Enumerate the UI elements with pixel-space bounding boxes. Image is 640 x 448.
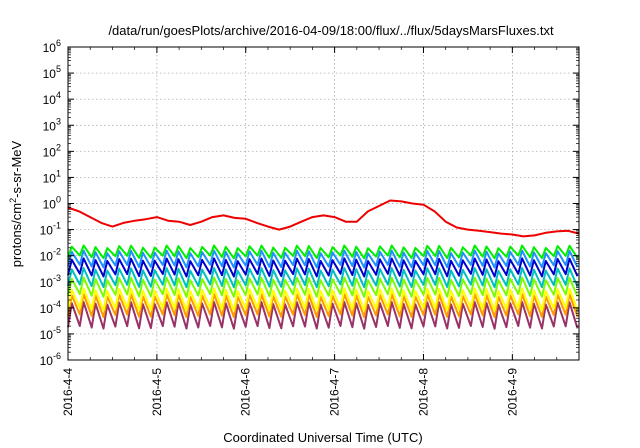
data-series bbox=[67, 199, 580, 330]
flux-series-line bbox=[67, 257, 579, 278]
flux-series-line bbox=[67, 301, 579, 330]
x-tick-label: 2016-4-9 bbox=[505, 368, 519, 416]
flux-series-line bbox=[67, 267, 579, 289]
flux-series-line bbox=[67, 244, 579, 260]
y-tick-label: 10-1 bbox=[40, 221, 61, 238]
x-tick-label: 2016-4-4 bbox=[61, 368, 75, 416]
y-tick-label: 10-5 bbox=[40, 325, 61, 342]
y-tick-label: 101 bbox=[43, 168, 61, 185]
y-tick-label: 100 bbox=[43, 195, 61, 212]
y-axis: 10-6 10-5 10-4 10-3 10-2 10-1 100 101 102 103 104 1… bbox=[40, 38, 579, 368]
y-tick-label: 10-4 bbox=[40, 299, 61, 316]
y-tick-label: 106 bbox=[43, 38, 61, 55]
y-axis-label: protons/cm2-s-sr-MeV bbox=[8, 140, 24, 267]
x-axis-label: Coordinated Universal Time (UTC) bbox=[223, 430, 422, 445]
y-tick-label: 102 bbox=[43, 142, 61, 159]
y-tick-label: 10-3 bbox=[40, 273, 61, 290]
y-tick-label: 10-6 bbox=[40, 351, 61, 368]
y-tick-label: 103 bbox=[43, 116, 61, 133]
x-tick-label: 2016-4-6 bbox=[239, 368, 253, 416]
flux-series-line bbox=[67, 276, 579, 298]
x-axis: 2016-4-4 2016-4-5 2016-4-6 2016-4-7 2016-4-8… bbox=[61, 47, 580, 416]
flux-series-line bbox=[67, 249, 579, 269]
x-tick-label: 2016-4-7 bbox=[328, 368, 342, 416]
flux-series-line bbox=[67, 293, 579, 319]
flux-series-line bbox=[67, 287, 579, 312]
x-tick-label: 2016-4-5 bbox=[150, 368, 164, 416]
x-tick-label: 2016-4-8 bbox=[416, 368, 430, 416]
y-tick-label: 104 bbox=[43, 90, 61, 107]
y-tick-label: 105 bbox=[43, 64, 61, 81]
y-tick-label: 10-2 bbox=[40, 247, 61, 264]
flux-series-line-main bbox=[67, 199, 580, 238]
chart-title: /data/run/goesPlots/archive/2016-04-09/1… bbox=[108, 23, 554, 38]
